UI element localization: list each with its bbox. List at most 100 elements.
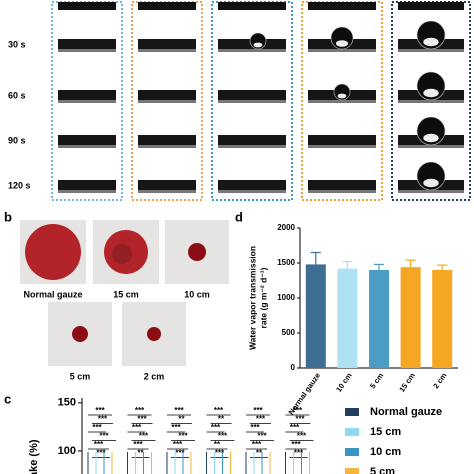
y-tick-label: 0 (291, 363, 296, 372)
droplet-highlight (423, 37, 439, 47)
significance: *** (99, 432, 109, 441)
significance: *** (297, 432, 307, 441)
photo-strip (138, 135, 196, 148)
photo-strip (218, 180, 286, 193)
y-tick-label: 100 (58, 445, 76, 457)
error-bar (374, 263, 384, 270)
time-label: 120 s (8, 180, 31, 190)
blood-stain-dark (112, 244, 132, 264)
significance: *** (171, 423, 181, 432)
photo-strip (58, 2, 116, 10)
legend-swatch (345, 448, 359, 456)
significance: *** (253, 406, 263, 415)
surface (58, 100, 116, 103)
photo-strip (218, 2, 286, 10)
significance: *** (211, 423, 221, 432)
error-bar (310, 251, 321, 265)
significance: *** (294, 449, 304, 458)
significance: *** (135, 406, 145, 415)
significance: *** (214, 406, 224, 415)
significance: *** (98, 415, 108, 424)
significance: *** (178, 432, 188, 441)
photo-strip (138, 2, 196, 10)
significance: *** (137, 415, 147, 424)
significance: *** (252, 440, 262, 449)
error-bar (437, 264, 448, 270)
significance: *** (257, 432, 267, 441)
bar (305, 264, 326, 368)
bar (432, 270, 453, 368)
significance: *** (215, 449, 225, 458)
significance: *** (96, 449, 106, 458)
significance: *** (95, 406, 105, 415)
blood-stain (25, 224, 81, 280)
legend-swatch (345, 408, 359, 416)
surface (218, 100, 286, 103)
y-tick-label: 2000 (277, 223, 295, 232)
surface (58, 145, 116, 148)
significance: ** (178, 415, 185, 424)
surface (218, 145, 286, 148)
surface (308, 145, 376, 148)
blood-stain (147, 327, 161, 341)
time-label: 60 s (8, 90, 26, 100)
bar (369, 270, 389, 368)
significance: *** (173, 440, 183, 449)
surface (308, 49, 376, 52)
photo-strip (218, 135, 286, 148)
column-frame (391, 1, 471, 201)
y-tick-label: 1500 (277, 258, 295, 267)
photo-strip (308, 135, 376, 148)
caption: Normal gauze (23, 289, 82, 299)
photo-strip (308, 180, 376, 193)
significance: *** (290, 423, 300, 432)
error-bar (405, 259, 416, 268)
surface (308, 100, 376, 103)
legend-label: 15 cm (370, 426, 401, 438)
photo-strip (58, 90, 116, 103)
y-tick-label: 500 (282, 328, 296, 337)
significance: *** (175, 449, 185, 458)
y-tick-label: 1000 (277, 293, 295, 302)
time-label: 90 s (8, 135, 26, 145)
surface (398, 100, 464, 103)
significance: ** (137, 449, 144, 458)
significance: *** (218, 432, 228, 441)
significance: *** (256, 415, 266, 424)
legend-swatch (345, 428, 359, 436)
photo-strip (398, 2, 464, 10)
caption: 15 cm (113, 289, 139, 299)
bar (337, 268, 358, 368)
significance: *** (132, 423, 142, 432)
surface (218, 49, 286, 52)
photo-strip (58, 39, 116, 52)
surface (138, 145, 196, 148)
caption: 5 cm (70, 371, 91, 381)
surface (58, 190, 116, 193)
caption: 10 cm (184, 289, 210, 299)
significance: *** (295, 415, 305, 424)
panel-label: b (4, 209, 12, 224)
droplet-highlight (423, 88, 439, 98)
surface (398, 49, 464, 52)
significance: *** (174, 406, 184, 415)
photo-strip (138, 180, 196, 193)
droplet-highlight (423, 133, 439, 143)
surface (138, 190, 196, 193)
significance: *** (293, 406, 303, 415)
significance: *** (92, 423, 102, 432)
surface (218, 190, 286, 193)
surface (398, 145, 464, 148)
blood-stain (72, 326, 88, 342)
legend-label: Normal gauze (370, 406, 442, 418)
surface (138, 49, 196, 52)
droplet-highlight (337, 93, 347, 99)
caption: 2 cm (144, 371, 165, 381)
time-label: 30 s (8, 39, 26, 49)
legend-label: 10 cm (370, 446, 401, 458)
surface (58, 49, 116, 52)
photo-strip (138, 90, 196, 103)
y-axis-label: Water vapor transmission (247, 246, 257, 350)
surface (138, 100, 196, 103)
